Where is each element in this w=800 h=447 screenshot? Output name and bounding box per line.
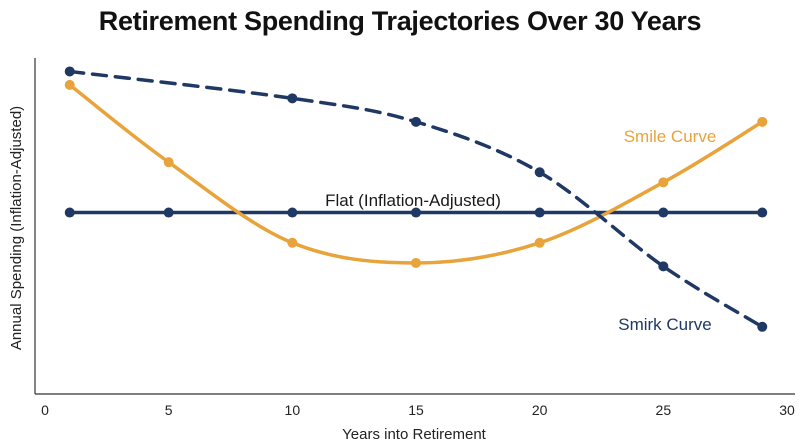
series-label-flat: Flat (Inflation-Adjusted) <box>325 191 501 210</box>
data-point-flat <box>64 207 75 218</box>
data-point-smile <box>658 177 669 188</box>
data-point-smirk <box>534 167 545 178</box>
x-tick-label: 20 <box>532 402 548 418</box>
data-point-flat <box>534 207 545 218</box>
x-tick-label: 0 <box>41 402 49 418</box>
series-label-smirk: Smirk Curve <box>618 315 712 334</box>
x-tick-label: 10 <box>285 402 301 418</box>
data-point-smirk <box>411 116 421 127</box>
series-points <box>64 66 768 332</box>
data-point-flat <box>658 207 669 218</box>
data-point-smile <box>64 79 75 90</box>
data-point-smile <box>287 237 298 248</box>
data-point-smile <box>534 237 545 248</box>
x-axis-label: Years into Retirement <box>342 426 487 443</box>
x-tick-label: 5 <box>165 402 173 418</box>
data-point-smirk <box>658 261 669 272</box>
data-point-smirk <box>757 321 768 332</box>
x-tick-label: 25 <box>656 402 672 418</box>
data-point-flat <box>163 207 174 218</box>
x-tick-labels: 0 5 10 15 20 25 30 <box>41 402 795 418</box>
x-tick-label: 15 <box>408 402 424 418</box>
series-label-smile: Smile Curve <box>624 127 717 146</box>
data-point-flat <box>287 207 298 218</box>
series-line-smile <box>67 83 765 265</box>
data-point-flat <box>757 207 768 218</box>
data-point-smile <box>163 157 174 168</box>
chart-title: Retirement Spending Trajectories Over 30… <box>98 6 702 36</box>
data-point-smile <box>411 257 421 268</box>
series-line-smirk <box>67 69 765 329</box>
data-point-smirk <box>287 93 298 104</box>
data-point-flat <box>411 207 421 218</box>
data-point-smile <box>757 116 768 127</box>
y-axis-label: Annual Spending (Inflation-Adjusted) <box>8 106 25 350</box>
data-point-smirk <box>64 66 75 77</box>
x-tick-label: 30 <box>779 402 795 418</box>
